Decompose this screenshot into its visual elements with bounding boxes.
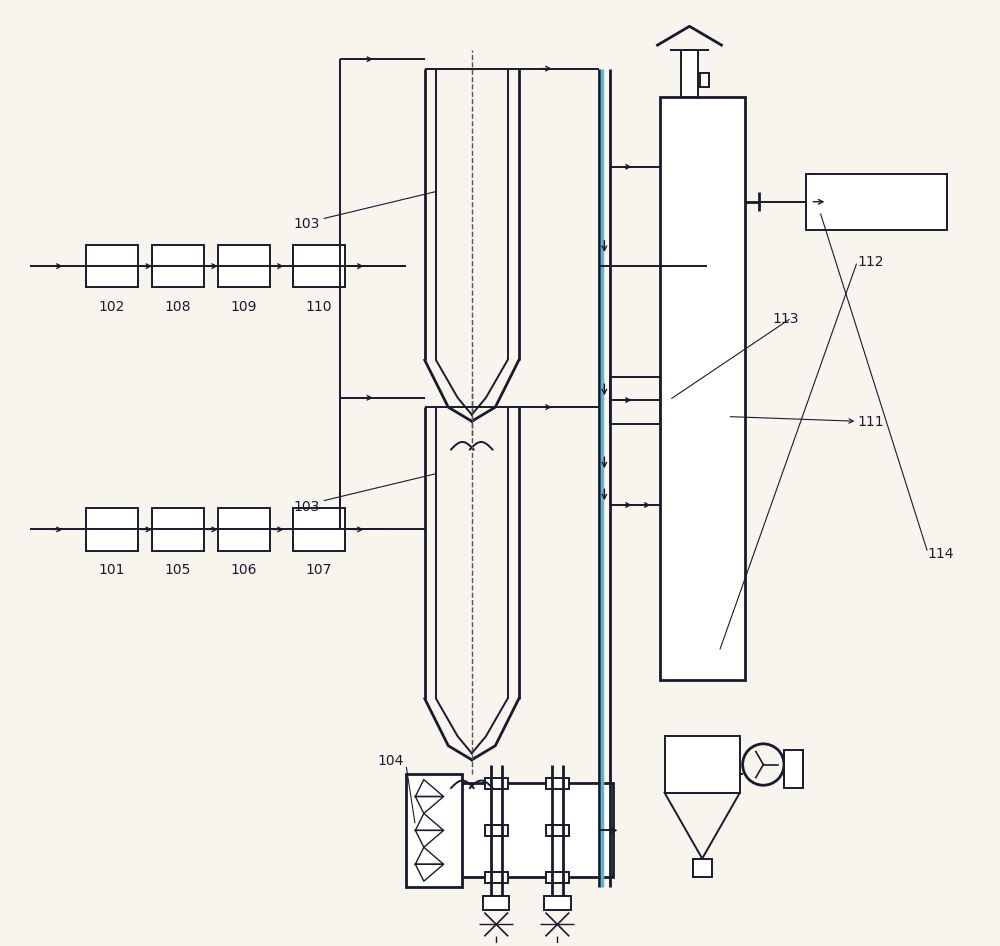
- Text: 101: 101: [99, 563, 125, 577]
- Text: 111: 111: [857, 415, 884, 429]
- Bar: [660, 96, 745, 680]
- Bar: [700, 73, 709, 87]
- Bar: [218, 245, 270, 288]
- Text: 108: 108: [165, 300, 191, 314]
- Bar: [485, 872, 508, 883]
- Bar: [218, 508, 270, 551]
- Bar: [546, 778, 569, 789]
- Text: 112: 112: [857, 255, 884, 269]
- Text: 110: 110: [306, 300, 332, 314]
- Bar: [806, 173, 947, 230]
- Bar: [546, 872, 569, 883]
- Text: 113: 113: [773, 311, 799, 325]
- Bar: [293, 245, 345, 288]
- Text: 107: 107: [306, 563, 332, 577]
- Bar: [544, 896, 571, 910]
- Bar: [406, 774, 462, 886]
- Text: 103: 103: [293, 218, 319, 232]
- Bar: [681, 50, 698, 96]
- Bar: [453, 783, 613, 877]
- Bar: [152, 508, 204, 551]
- Bar: [485, 778, 508, 789]
- Text: 106: 106: [230, 563, 257, 577]
- Text: 103: 103: [293, 499, 319, 514]
- Text: 105: 105: [165, 563, 191, 577]
- Bar: [610, 377, 660, 424]
- Bar: [485, 825, 508, 836]
- Text: 109: 109: [230, 300, 257, 314]
- Text: 114: 114: [928, 547, 954, 561]
- Bar: [546, 825, 569, 836]
- Bar: [665, 736, 740, 793]
- Bar: [86, 508, 138, 551]
- Bar: [483, 896, 509, 910]
- Bar: [86, 245, 138, 288]
- Text: 102: 102: [99, 300, 125, 314]
- Bar: [293, 508, 345, 551]
- Bar: [152, 245, 204, 288]
- Text: 104: 104: [378, 754, 404, 767]
- Bar: [693, 859, 712, 877]
- Bar: [784, 750, 803, 788]
